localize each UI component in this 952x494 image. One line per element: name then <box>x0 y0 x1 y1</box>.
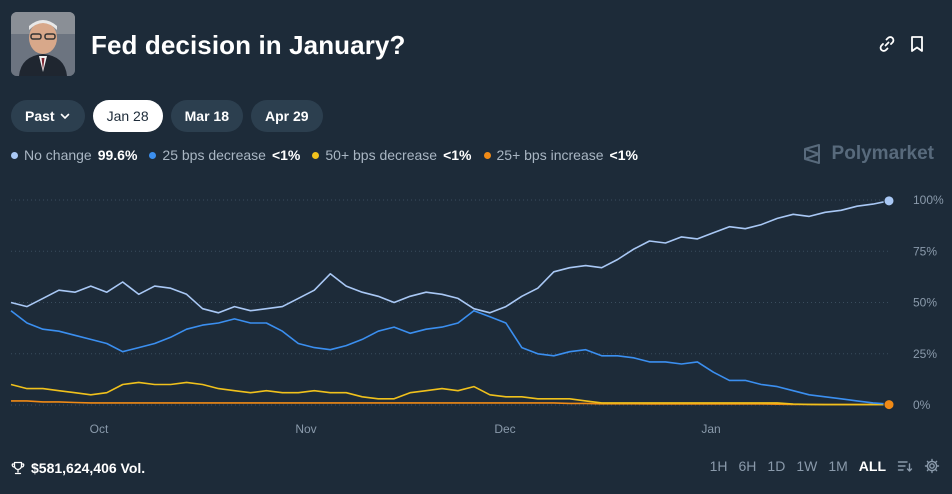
legend-item-50-bps-decrease: 50+ bps decrease <1% <box>312 147 472 163</box>
legend-value: <1% <box>271 147 301 163</box>
price-history-chart[interactable]: 100% 75% 50% 25% 0% Oct Nov Dec Jan <box>0 185 952 440</box>
series-line-25-bps-increase <box>11 400 889 406</box>
tab-apr-29-label: Apr 29 <box>264 108 309 124</box>
legend-label: 50+ bps decrease <box>325 147 438 163</box>
legend-label: No change <box>24 147 92 163</box>
x-tick-label: Nov <box>295 422 316 436</box>
range-6h[interactable]: 6H <box>738 458 757 474</box>
tab-past-label: Past <box>25 108 55 124</box>
legend-label: 25 bps decrease <box>162 147 266 163</box>
portrait-image <box>11 12 75 76</box>
series-line-50-bps-decrease <box>10 381 889 406</box>
legend-label: 25+ bps increase <box>496 147 604 163</box>
tab-apr-29[interactable]: Apr 29 <box>250 100 323 132</box>
polymarket-icon <box>803 144 820 164</box>
tab-jan-28[interactable]: Jan 28 <box>92 100 163 132</box>
tab-jan-28-label: Jan 28 <box>106 108 149 124</box>
x-tick-label: Oct <box>90 422 109 436</box>
legend-value: <1% <box>609 147 638 163</box>
y-tick-label: 50% <box>913 296 937 310</box>
x-tick-label: Jan <box>701 422 720 436</box>
range-1w[interactable]: 1W <box>796 458 818 474</box>
range-1d[interactable]: 1D <box>767 458 786 474</box>
page-title: Fed decision in January? <box>91 30 406 60</box>
legend-dot <box>312 151 320 159</box>
market-header: Fed decision in January? <box>11 12 941 78</box>
y-tick-label: 0% <box>913 398 931 412</box>
brand-name: Polymarket <box>831 143 934 164</box>
volume-display: $581,624,406 Vol. <box>11 460 145 476</box>
y-tick-label: 25% <box>913 347 937 361</box>
tab-mar-18-label: Mar 18 <box>184 108 229 124</box>
legend-value: 99.6% <box>97 147 138 163</box>
range-1m[interactable]: 1M <box>828 458 848 474</box>
polymarket-logo: Polymarket <box>802 143 934 165</box>
volume-value: $581,624,406 Vol. <box>31 460 146 476</box>
settings-gear-icon[interactable] <box>924 458 940 474</box>
legend-dot <box>149 151 157 159</box>
range-all[interactable]: ALL <box>858 458 886 474</box>
range-1h[interactable]: 1H <box>709 458 728 474</box>
trophy-icon <box>11 461 25 475</box>
tab-past[interactable]: Past <box>11 100 85 132</box>
series-end-marker <box>883 399 895 411</box>
chevron-down-icon <box>60 113 69 120</box>
sort-icon[interactable] <box>897 458 913 474</box>
series-line-no-change <box>10 200 890 314</box>
tab-mar-18[interactable]: Mar 18 <box>170 100 243 132</box>
time-range-selector: 1H 6H 1D 1W 1M ALL <box>710 458 940 474</box>
series-line-25-bps-decrease <box>10 309 890 405</box>
date-tabs: Past Jan 28 Mar 18 Apr 29 <box>11 100 323 132</box>
y-tick-label: 75% <box>913 244 937 258</box>
legend-value: <1% <box>443 147 472 163</box>
chart-legend: No change 99.6% 25 bps decrease <1% 50+ … <box>11 146 638 164</box>
link-icon[interactable] <box>877 34 897 54</box>
x-tick-label: Dec <box>494 422 515 436</box>
bookmark-icon[interactable] <box>907 34 927 54</box>
legend-dot <box>483 151 491 159</box>
legend-item-25-bps-decrease: 25 bps decrease <1% <box>149 147 300 163</box>
series-end-marker <box>883 195 895 207</box>
market-avatar <box>11 12 75 76</box>
legend-item-25-bps-increase: 25+ bps increase <1% <box>483 147 638 163</box>
y-tick-label: 100% <box>913 193 944 207</box>
legend-item-no-change: No change 99.6% <box>11 147 137 163</box>
legend-dot <box>11 151 18 159</box>
